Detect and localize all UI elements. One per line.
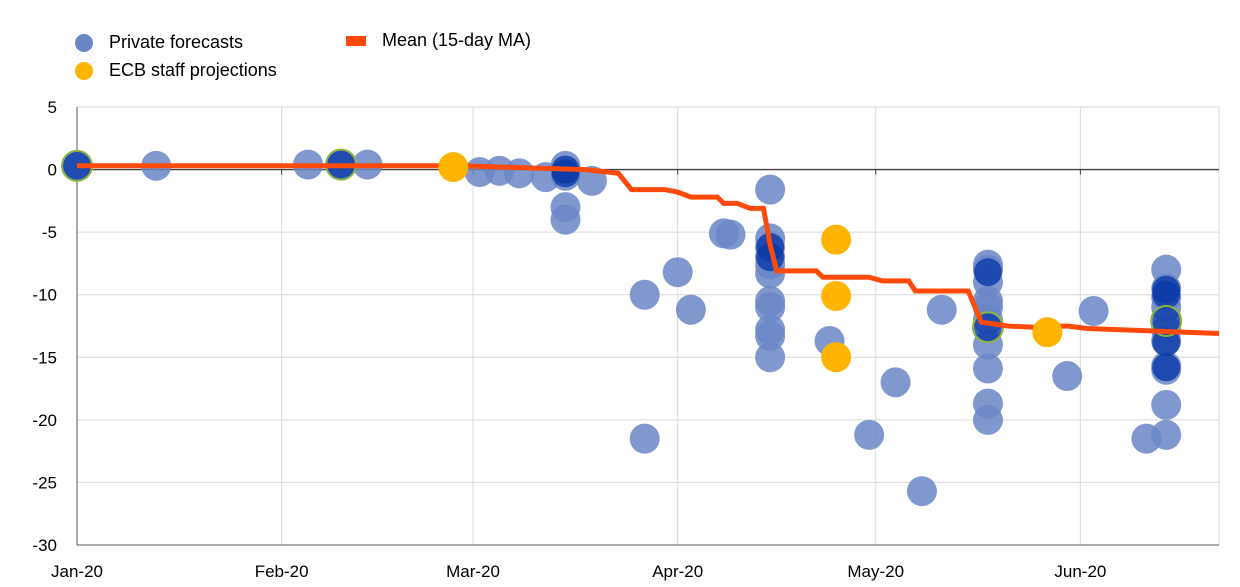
private-forecast-point — [629, 423, 660, 454]
y-tick-label: -25 — [32, 473, 57, 492]
x-tick-label: Feb-20 — [255, 562, 309, 581]
private-forecast-point — [662, 257, 693, 288]
y-tick-label: -20 — [32, 411, 57, 430]
private-forecast-overlap — [551, 159, 580, 188]
ecb-projection-point — [821, 224, 852, 255]
x-tick-label: Jun-20 — [1054, 562, 1106, 581]
ecb-projection-point — [821, 280, 852, 311]
private-forecast-point — [906, 476, 937, 507]
legend-mean-swatch — [346, 35, 366, 46]
private-forecast-point — [1052, 361, 1083, 392]
private-forecast-point — [504, 158, 535, 189]
x-tick-label: Jan-20 — [51, 562, 103, 581]
mean-series — [77, 163, 1220, 336]
ecb-projection-point — [821, 342, 852, 373]
mean-line — [77, 163, 1220, 336]
private-forecast-point — [755, 342, 786, 373]
private-forecast-point — [972, 353, 1003, 384]
legend-private: Private forecasts — [75, 32, 243, 53]
private-forecast-point — [755, 174, 786, 205]
legend-ecb: ECB staff projections — [75, 60, 277, 81]
legend-mean-label: Mean (15-day MA) — [382, 30, 532, 50]
private-forecast-point — [755, 292, 786, 323]
private-forecast-point — [926, 294, 957, 325]
tick-labels: 5 0 -5 -10 -15 -20 -25 -30 Jan-20 Feb-20 Mar-20 Apr… — [32, 98, 1106, 581]
private-forecast-point — [715, 219, 746, 250]
y-tick-label: -15 — [32, 348, 57, 367]
y-tick-label: -5 — [42, 223, 57, 242]
ecb-projection-point — [438, 152, 469, 183]
x-tick-label: Mar-20 — [446, 562, 500, 581]
ecb-projections-series — [438, 152, 1063, 373]
private-forecast-overlap — [1152, 280, 1181, 309]
ecb-projection-point — [1032, 317, 1063, 348]
private-forecast-overlap — [973, 258, 1002, 287]
y-tick-label: 0 — [48, 161, 57, 180]
legend-ecb-swatch — [75, 61, 93, 80]
x-tick-label: Apr-20 — [652, 562, 703, 581]
private-forecast-point — [880, 367, 911, 398]
y-tick-label: -10 — [32, 286, 57, 305]
legend-mean: Mean (15-day MA) — [346, 30, 531, 51]
y-tick-label: -30 — [32, 536, 57, 555]
y-tick-label: 5 — [48, 98, 57, 117]
private-forecast-point — [854, 419, 885, 450]
private-forecast-overlap — [1152, 306, 1181, 335]
private-forecast-point — [550, 204, 581, 235]
legend-private-swatch — [75, 33, 93, 52]
x-tick-label: May-20 — [847, 562, 904, 581]
private-forecast-point — [972, 404, 1003, 435]
axis-layer — [76, 106, 1220, 546]
private-forecast-overlap — [1152, 353, 1181, 382]
highlighted-point-outline — [1150, 304, 1183, 337]
legend-ecb-label: ECB staff projections — [109, 60, 277, 80]
private-forecast-point — [1078, 295, 1109, 326]
private-forecast-point — [675, 294, 706, 325]
legend-private-label: Private forecasts — [109, 32, 244, 52]
private-forecast-point — [1151, 389, 1182, 420]
private-forecast-point — [755, 321, 786, 352]
private-forecast-point — [1151, 419, 1182, 450]
private-forecast-point — [629, 279, 660, 310]
